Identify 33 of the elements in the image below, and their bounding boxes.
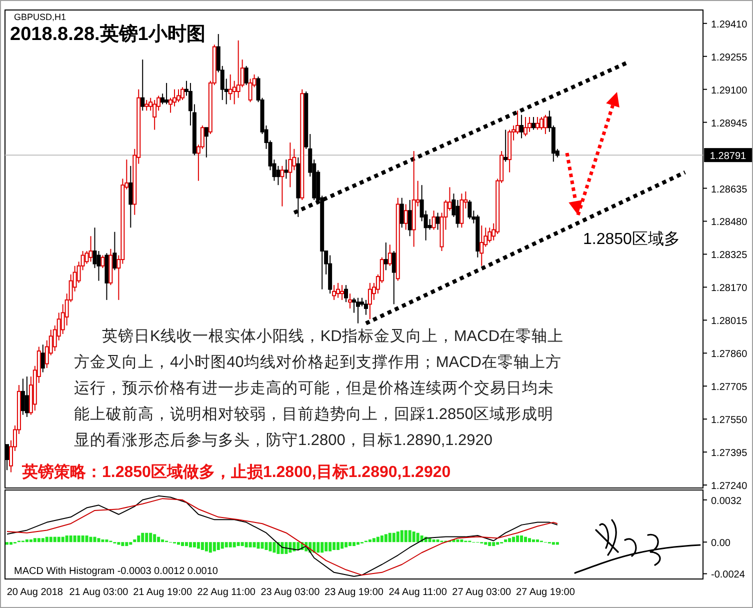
y-tick-label: 1.29410 [711, 19, 748, 30]
annotation: 英镑策略：1.2850区域做多，止损1.2800,目标1.2890,1.2920 [21, 463, 451, 481]
y-tick-label: 1.29255 [711, 52, 748, 64]
ref-line-label: 1.28791 [710, 151, 747, 162]
y-tick-label: -0.0024 [711, 570, 746, 581]
x-tick-label: 24 Aug 11:00 [388, 587, 448, 598]
annotation: GBPUSD,H1 [14, 12, 66, 22]
y-tick-label: 1.27240 [711, 481, 748, 492]
annotation: 英镑日K线收一根实体小阳线，KD指标金叉向上，MACD在零轴上方金叉向上，4小时图40均线对价格起到支撑作用；MACD在零轴上方运行，预示价格有进一步走高的可能，但是价格连续两个交易日均未能上破前高，说明相对较弱，目前趋势向上，回踩1.2850区域形成明显的看涨形态后参与多头，防守1.2800，目标1.2890,1.2920 [74, 327, 564, 449]
text: MACD With Histogram -0.0003 0.0012 0.0010 [14, 566, 218, 577]
x-tick-label: 23 Aug 19:00 [324, 587, 384, 598]
text: 2018.8.28.英镑1小时图 [10, 23, 206, 45]
y-tick-label: 0.0032 [711, 496, 742, 507]
x-tick-label: 21 Aug 03:00 [69, 587, 129, 598]
y-tick-label: 1.28480 [711, 217, 748, 228]
y-tick-label: 1.28015 [711, 316, 748, 328]
x-tick-label: 27 Aug 03:00 [452, 587, 512, 598]
y-tick-label: 0.00 [711, 538, 731, 550]
y-tick-label: 1.28635 [711, 184, 748, 196]
y-tick-label: 1.28170 [711, 283, 748, 294]
y-tick-label: 1.29100 [711, 85, 748, 96]
x-tick-label: 22 Aug 11:00 [197, 587, 256, 598]
annotation: 1.2850区域多 [583, 230, 680, 248]
x-tick-label: 27 Aug 19:00 [516, 587, 576, 598]
x-tick-label: 23 Aug 03:00 [260, 587, 320, 598]
y-tick-label: 1.27705 [711, 382, 748, 394]
x-tick-label: 21 Aug 19:00 [133, 587, 192, 598]
x-tick-label: 20 Aug 2018 [6, 587, 64, 598]
y-tick-label: 1.28945 [711, 118, 748, 130]
y-tick-label: 1.28325 [711, 250, 748, 262]
y-tick-label: 1.27395 [711, 448, 748, 460]
y-tick-label: 1.27860 [711, 349, 748, 360]
y-tick-label: 1.27550 [711, 415, 748, 426]
